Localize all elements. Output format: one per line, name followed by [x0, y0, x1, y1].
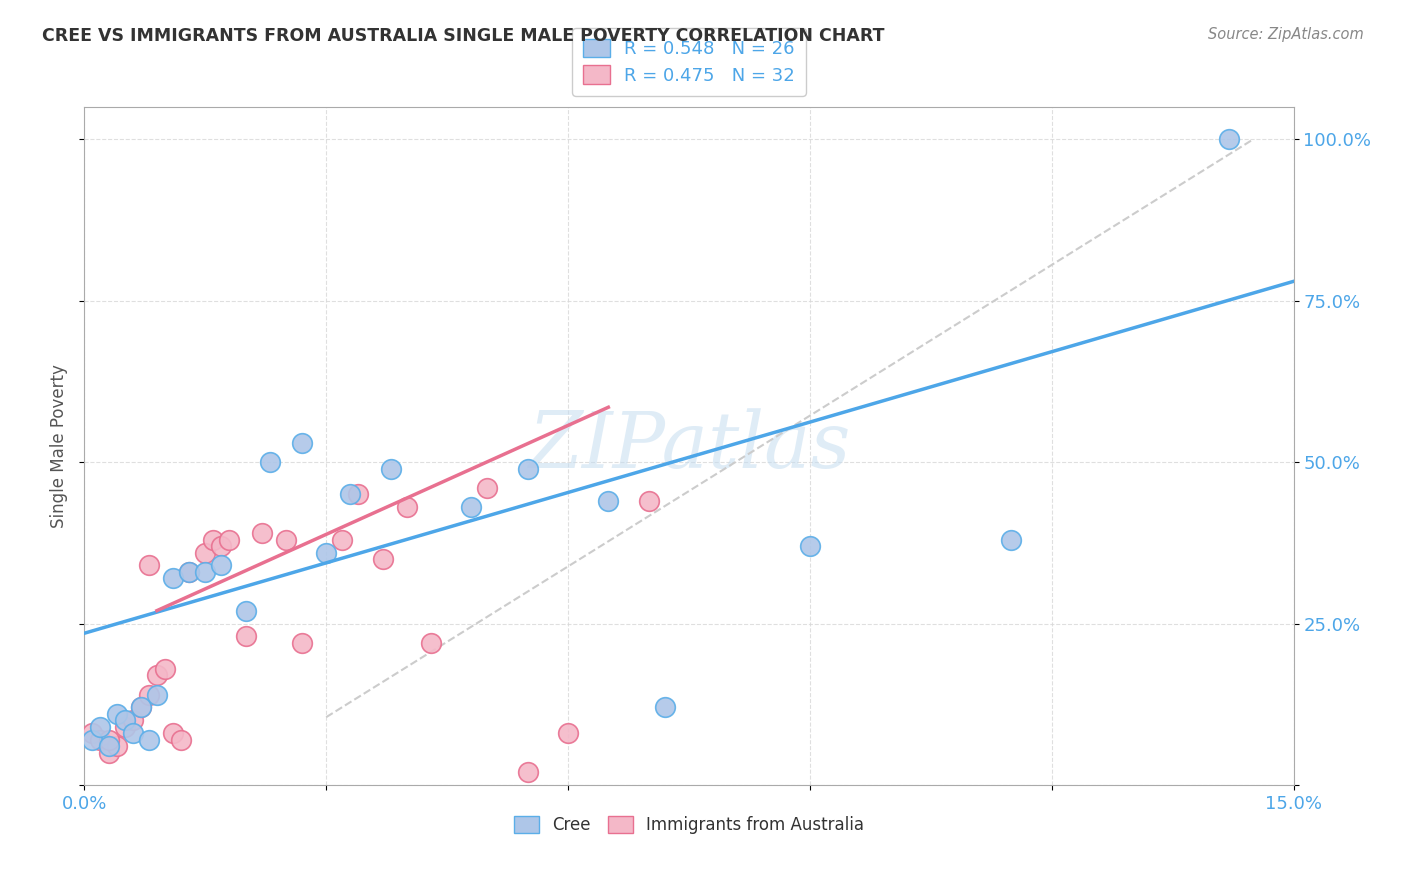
Point	[1000, 533, 1022, 547]
Point	[114, 720, 136, 734]
Point	[89, 720, 111, 734]
Point	[129, 700, 152, 714]
Point	[138, 688, 160, 702]
Point	[97, 746, 120, 760]
Point	[97, 732, 120, 747]
Point	[105, 739, 128, 754]
Point	[97, 739, 120, 754]
Point	[235, 604, 257, 618]
Point	[516, 765, 538, 780]
Point	[162, 726, 184, 740]
Point	[420, 636, 443, 650]
Text: Source: ZipAtlas.com: Source: ZipAtlas.com	[1208, 27, 1364, 42]
Point	[138, 558, 160, 573]
Point	[380, 461, 402, 475]
Point	[194, 565, 217, 579]
Point	[1218, 132, 1240, 146]
Point	[146, 688, 169, 702]
Point	[477, 481, 499, 495]
Point	[371, 552, 394, 566]
Point	[82, 732, 104, 747]
Point	[516, 461, 538, 475]
Point	[89, 732, 111, 747]
Point	[339, 487, 361, 501]
Point	[654, 700, 676, 714]
Point	[637, 494, 659, 508]
Point	[259, 455, 281, 469]
Point	[315, 545, 337, 559]
Point	[194, 545, 217, 559]
Point	[121, 714, 143, 728]
Point	[557, 726, 579, 740]
Point	[146, 668, 169, 682]
Point	[170, 732, 193, 747]
Text: ZIPatlas: ZIPatlas	[527, 408, 851, 484]
Point	[460, 500, 482, 515]
Point	[235, 630, 257, 644]
Point	[153, 662, 176, 676]
Point	[291, 636, 314, 650]
Point	[209, 558, 232, 573]
Point	[395, 500, 418, 515]
Point	[105, 706, 128, 721]
Legend: Cree, Immigrants from Australia: Cree, Immigrants from Australia	[503, 806, 875, 845]
Point	[179, 565, 201, 579]
Point	[250, 526, 273, 541]
Point	[121, 726, 143, 740]
Point	[162, 571, 184, 585]
Point	[291, 435, 314, 450]
Y-axis label: Single Male Poverty: Single Male Poverty	[51, 364, 69, 528]
Point	[274, 533, 297, 547]
Point	[179, 565, 201, 579]
Point	[218, 533, 240, 547]
Point	[114, 714, 136, 728]
Point	[138, 732, 160, 747]
Point	[347, 487, 370, 501]
Point	[330, 533, 353, 547]
Point	[129, 700, 152, 714]
Text: CREE VS IMMIGRANTS FROM AUSTRALIA SINGLE MALE POVERTY CORRELATION CHART: CREE VS IMMIGRANTS FROM AUSTRALIA SINGLE…	[42, 27, 884, 45]
Point	[209, 539, 232, 553]
Point	[799, 539, 821, 553]
Point	[202, 533, 225, 547]
Point	[598, 494, 620, 508]
Point	[82, 726, 104, 740]
